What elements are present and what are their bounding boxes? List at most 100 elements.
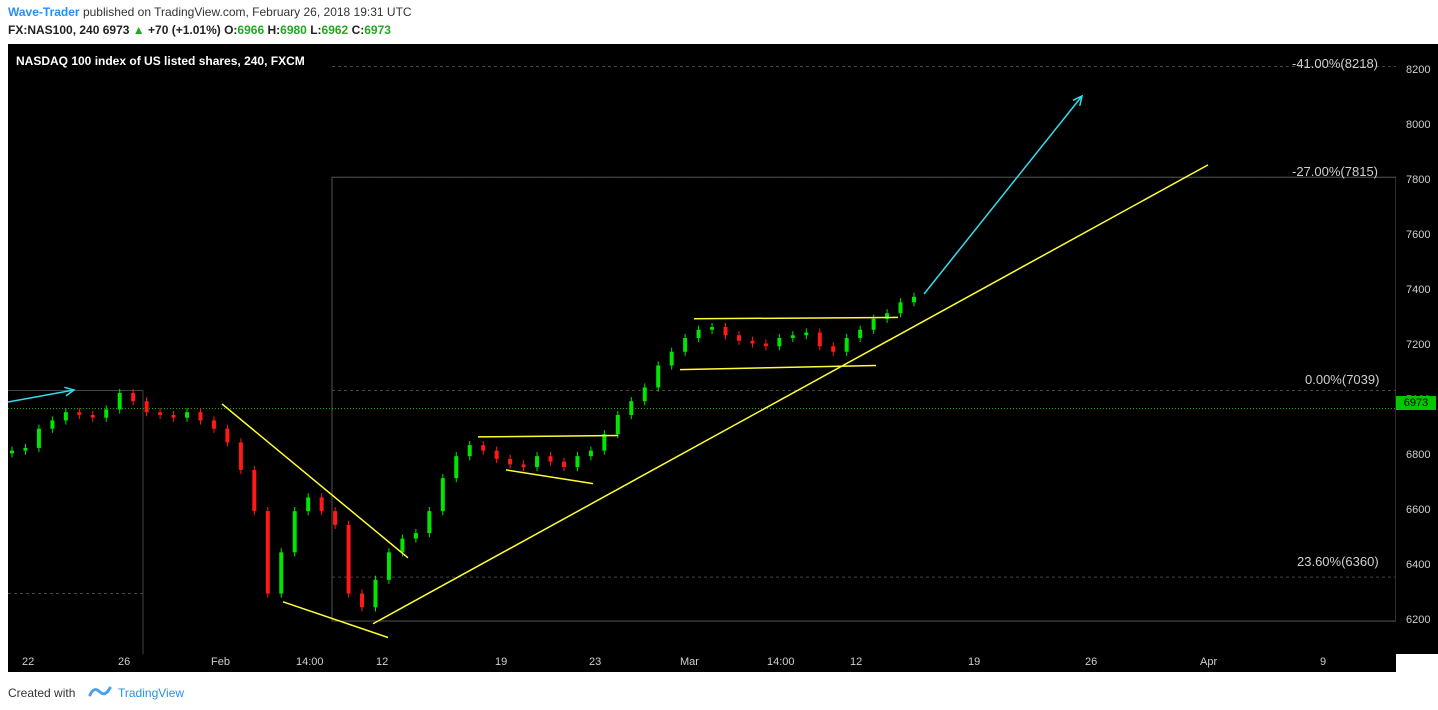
time-tick-label: Apr [1200, 656, 1218, 668]
open-label: O: [224, 23, 238, 37]
candle-body [319, 497, 324, 512]
time-tick-label: 19 [495, 656, 508, 668]
chart-title: NASDAQ 100 index of US listed shares, 24… [16, 54, 305, 68]
fib-range-box [331, 176, 1396, 622]
fib-label-23-6: 23.60%(6360) [1297, 554, 1379, 569]
change-value: +70 (+1.01%) [148, 23, 221, 37]
price-chart[interactable] [8, 44, 1396, 654]
time-tick-label: 9 [1320, 656, 1327, 668]
candle-body [386, 552, 391, 580]
candle-body [669, 351, 674, 366]
time-tick-label: 26 [1085, 656, 1098, 668]
candle-body [642, 387, 647, 402]
chart-pane[interactable]: NASDAQ 100 index of US listed shares, 24… [8, 44, 1396, 654]
candle-body [561, 461, 566, 468]
last-price: 6973 [102, 23, 130, 37]
candle-body [104, 409, 109, 418]
candle-body [238, 442, 243, 470]
price-tick-label: 6600 [1406, 504, 1431, 517]
flag-lower-line [505, 469, 594, 485]
candle-body [683, 338, 688, 352]
candle-body [548, 456, 553, 462]
range-lower-line [679, 364, 877, 371]
candle-body [494, 450, 499, 459]
candle-body [77, 412, 82, 415]
candle-body [885, 313, 890, 319]
candle-body [912, 296, 916, 303]
tradingview-link[interactable]: TradingView [118, 686, 185, 700]
time-tick-label: 14:00 [296, 656, 324, 668]
candle-body [790, 335, 795, 339]
high-value: 6980 [280, 23, 307, 37]
time-tick-label: Feb [211, 656, 230, 668]
candle-body [481, 445, 486, 451]
candle-body [158, 412, 163, 415]
range-upper-line [693, 316, 899, 320]
time-tick-label: 26 [118, 656, 131, 668]
ohlc-bar: FX:NAS100, 240 6973 ▲ +70 (+1.01%) O:696… [8, 23, 391, 37]
candle-body [265, 511, 270, 594]
price-axis[interactable]: 6200640066006800700072007400760078008000… [1396, 44, 1438, 654]
low-label: L: [310, 23, 322, 37]
candle-body [629, 401, 634, 415]
price-tick-label: 6200 [1406, 614, 1431, 627]
chart-header: Wave-Trader published on TradingView.com… [0, 0, 1438, 44]
candle-body [440, 478, 445, 512]
tradingview-logo-icon[interactable] [88, 684, 112, 698]
candle-body [292, 511, 297, 553]
candle-body [144, 401, 149, 413]
close-label: C: [351, 23, 365, 37]
fib-label-zero: 0.00%(7039) [1305, 372, 1380, 387]
time-tick-label: 19 [968, 656, 981, 668]
entry-arrow-shaft [8, 389, 75, 403]
candle-body [63, 412, 68, 421]
candle-body [198, 412, 203, 421]
candle-body [36, 428, 41, 448]
wedge-lower-trendline [282, 601, 389, 639]
symbol-label: FX:NAS100, 240 [8, 23, 100, 37]
candle-body [575, 456, 580, 468]
candle-body [10, 450, 14, 454]
candle-body [467, 445, 472, 457]
candle-body [508, 458, 513, 465]
candle-body [90, 414, 95, 418]
candle-body [723, 327, 728, 336]
candle-body [898, 302, 903, 314]
price-tick-label: 7400 [1406, 284, 1431, 297]
candle-body [23, 447, 28, 451]
candle-body [602, 434, 607, 451]
time-tick-label: 12 [850, 656, 863, 668]
candle-body [831, 346, 836, 352]
candle-body [373, 579, 378, 608]
price-tick-label: 7800 [1406, 174, 1431, 187]
published-text: published on TradingView.com, February 2… [82, 5, 412, 19]
candle-body [185, 412, 190, 418]
target-arrow-head [1072, 94, 1084, 106]
candle-body [279, 552, 284, 594]
candle-body [454, 456, 459, 479]
time-axis[interactable]: 22 26 Feb 14:00 12 19 23 Mar 14:00 12 19 26 Apr 9 [8, 654, 1396, 672]
candle-body [750, 340, 755, 344]
candle-body [804, 332, 809, 336]
close-value: 6973 [364, 23, 391, 37]
target-arrow-shaft [923, 95, 1083, 295]
candle-body [535, 456, 540, 468]
author-link[interactable]: Wave-Trader [8, 5, 80, 19]
time-tick-label: 12 [376, 656, 389, 668]
candle-body [736, 335, 741, 341]
candle-body [346, 524, 351, 594]
fib-label-minus27: -27.00%(7815) [1292, 164, 1378, 179]
price-tick-label: 8200 [1406, 64, 1431, 77]
candle-body [225, 428, 230, 443]
candle-body [131, 392, 136, 402]
candle-body [777, 338, 782, 347]
entry-arrow-head [64, 386, 76, 397]
publish-info: Wave-Trader published on TradingView.com… [8, 5, 412, 19]
price-tick-label: 6400 [1406, 559, 1431, 572]
candle-body [871, 318, 876, 330]
candle-body [306, 497, 311, 512]
price-tick-label: 7600 [1406, 229, 1431, 242]
flag-upper-line [477, 434, 619, 438]
candle-body [763, 343, 768, 347]
time-tick-label: 23 [589, 656, 602, 668]
